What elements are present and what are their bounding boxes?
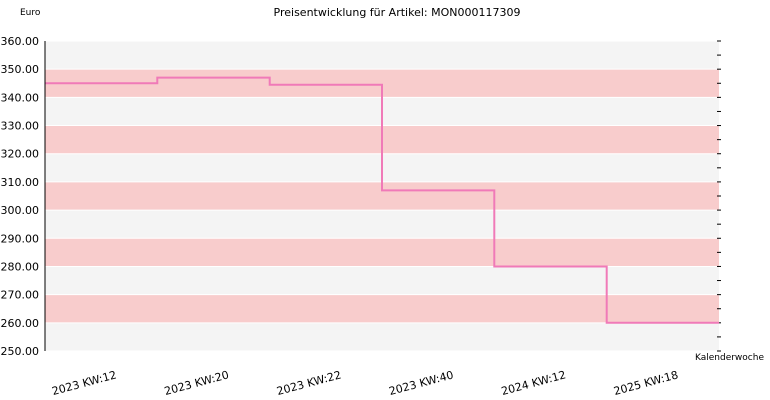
plot-band (45, 210, 719, 239)
y-tick-label: 260.00 (1, 317, 40, 330)
right-tick-marks (717, 40, 721, 352)
price-series-line (45, 76, 719, 324)
gridlines (45, 40, 719, 352)
y-tick-label: 300.00 (1, 204, 40, 217)
y-tick-label: 270.00 (1, 289, 40, 302)
y-tick-label: 290.00 (1, 232, 40, 245)
y-tick-label: 360.00 (1, 35, 40, 48)
x-tick-label: 2023 KW:22 (275, 368, 342, 398)
x-tick-label: 2023 KW:40 (388, 368, 455, 398)
y-tick-label: 350.00 (1, 63, 40, 76)
x-tick-label: 2023 KW:12 (51, 368, 118, 398)
plot-band (45, 238, 719, 267)
plot-band (45, 41, 719, 70)
x-tick-label: 2025 KW:18 (612, 368, 679, 398)
y-axis-label: Euro (20, 8, 41, 18)
y-tick-label: 330.00 (1, 120, 40, 133)
chart-title: Preisentwicklung für Artikel: MON0001173… (274, 6, 521, 19)
x-tick-label: 2023 KW:20 (163, 368, 230, 398)
y-tick-label: 280.00 (1, 260, 40, 273)
x-axis-label: Kalenderwoche (695, 353, 764, 363)
y-tick-label: 340.00 (1, 91, 40, 104)
plot-band (45, 266, 719, 295)
x-tick-label: 2024 KW:12 (500, 368, 567, 398)
y-tick-label: 310.00 (1, 176, 40, 189)
x-tick-labels: 2023 KW:12 2023 KW:20 2023 KW:22 2023 KW:40… (51, 368, 680, 398)
plot-band (45, 322, 719, 351)
y-tick-label: 250.00 (1, 345, 40, 358)
y-tick-label: 320.00 (1, 148, 40, 161)
y-tick-labels: 250.00 260.00 270.00 280.00 290.00 300.00 310.… (1, 35, 40, 358)
plot-band (45, 294, 719, 323)
